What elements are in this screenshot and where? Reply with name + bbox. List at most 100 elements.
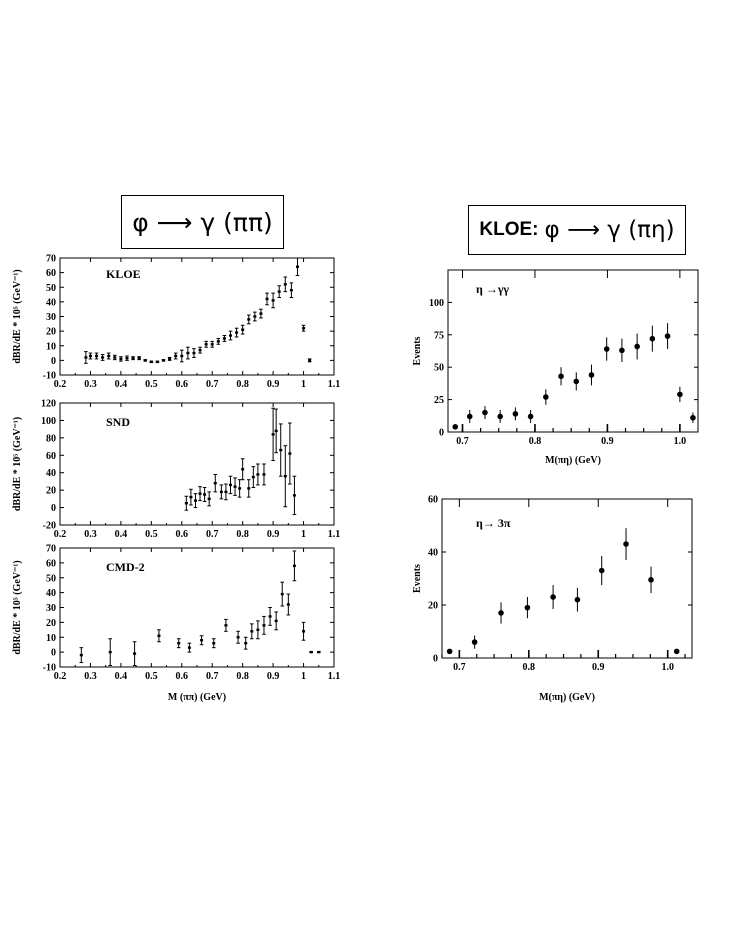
x-tick-label: 0.3 [84,671,97,682]
x-tick-label: 0.6 [176,671,189,682]
data-point [180,354,184,358]
data-point [84,356,88,359]
y-tick-label: 20 [46,486,56,497]
y-tick-label: 0 [51,356,56,367]
x-tick-label: 0.9 [267,529,280,540]
x-tick-label: 0.8 [236,671,249,682]
y-tick-label: 100 [41,416,56,427]
data-point [222,337,226,340]
data-point [527,413,534,420]
plot-frame [59,547,335,668]
data-point [573,378,580,385]
x-axis-label: M(πη) (GeV) [539,692,595,703]
data-point [574,596,581,603]
data-point [149,360,153,364]
data-point [187,646,191,649]
data-point [274,619,278,623]
data-point [107,354,111,358]
data-point [224,624,228,627]
x-tick-label: 0.8 [236,529,249,540]
data-point [648,577,654,583]
data-point [497,413,503,420]
y-tick-label: 60 [46,558,56,569]
x-tick-label: 0.8 [236,379,249,390]
x-tick-label: 0.9 [267,671,280,682]
data-point [286,603,290,606]
data-point [452,424,459,430]
data-point [317,650,321,654]
data-point [292,494,296,497]
x-tick-label: 0.6 [176,529,189,540]
data-point [289,288,293,292]
data-point [168,357,172,361]
chart-eta_3pi: 0.7 0.8 0.9 1.0 0 20 40 60 Events M(πη) (GeV) η→ 3… [412,495,693,703]
x-axis-label: M(πη) (GeV) [545,455,601,466]
chart-cmd2: 0.2 0.3 0.4 0.5 0.6 0.7 0.8 0.9 1 1.1 -10 0 10 20 30 40… [12,544,340,704]
panel-label: SND [106,415,130,429]
y-tick-label: 20 [46,327,56,338]
chart-snd: 0.2 0.3 0.4 0.5 0.6 0.7 0.8 0.9 1 1.1 -20 0 20 40 60 80… [12,399,340,541]
data-point [524,604,531,611]
data-point [210,343,214,346]
x-tick-label: 0.9 [601,436,614,447]
y-tick-label: 70 [46,544,56,555]
data-point [241,328,245,331]
x-tick-label: 0.2 [54,529,67,540]
data-point [125,356,129,360]
y-axis-label: dBR/dE * 10⁵ (GeV⁻¹) [12,269,23,363]
x-tick-label: 1.0 [661,662,674,673]
data-point [186,351,190,355]
data-point [192,351,196,355]
data-point [119,357,123,361]
data-point [184,502,188,505]
x-tick-label: 0.4 [115,671,128,682]
data-point [212,642,216,645]
y-tick-label: 50 [434,363,444,374]
x-tick-label: 0.2 [54,379,67,390]
right-title-box: KLOE: φ ⟶ γ (πη) [468,205,686,255]
y-tick-label: 100 [429,298,444,309]
y-tick-label: -10 [43,371,56,382]
y-tick-label: 80 [46,433,56,444]
data-point [673,648,680,655]
data-point [558,373,564,380]
data-point [133,652,137,655]
plot-frame [441,498,693,659]
y-tick-label: 0 [439,428,444,439]
y-tick-label: 120 [41,399,56,410]
data-point [189,495,193,499]
data-point [623,541,629,547]
data-point [131,356,135,360]
y-tick-label: 60 [46,451,56,462]
data-point [498,610,504,616]
data-point [247,487,251,490]
data-point [512,411,519,417]
data-point [256,473,260,476]
y-tick-label: 40 [428,548,438,559]
x-tick-label: 0.3 [84,379,97,390]
data-point [598,567,605,574]
data-point [247,318,251,321]
x-tick-label: 0.7 [206,529,219,540]
x-tick-label: 0.5 [145,529,158,540]
panel-label: KLOE [106,267,141,281]
data-point [262,624,266,627]
data-point [193,499,197,502]
x-tick-label: 0.8 [523,662,536,673]
data-point [137,356,141,360]
data-point [677,391,683,398]
data-point [543,394,549,400]
chart-eta_gg: 0.7 0.8 0.9 1.0 0 25 50 75 100 Events M(πη) (GeV) η… [412,269,699,466]
y-tick-label: -10 [43,663,56,674]
data-point [308,359,312,362]
data-point [233,485,237,488]
left-title: φ ⟶ γ (ππ) [132,207,273,237]
data-point [256,628,260,632]
data-point [235,331,239,334]
data-point [251,475,255,479]
x-tick-label: 1 [301,671,306,682]
x-tick-label: 0.8 [529,436,542,447]
y-tick-label: 75 [434,330,444,341]
data-point [603,346,610,352]
data-point [238,487,242,490]
